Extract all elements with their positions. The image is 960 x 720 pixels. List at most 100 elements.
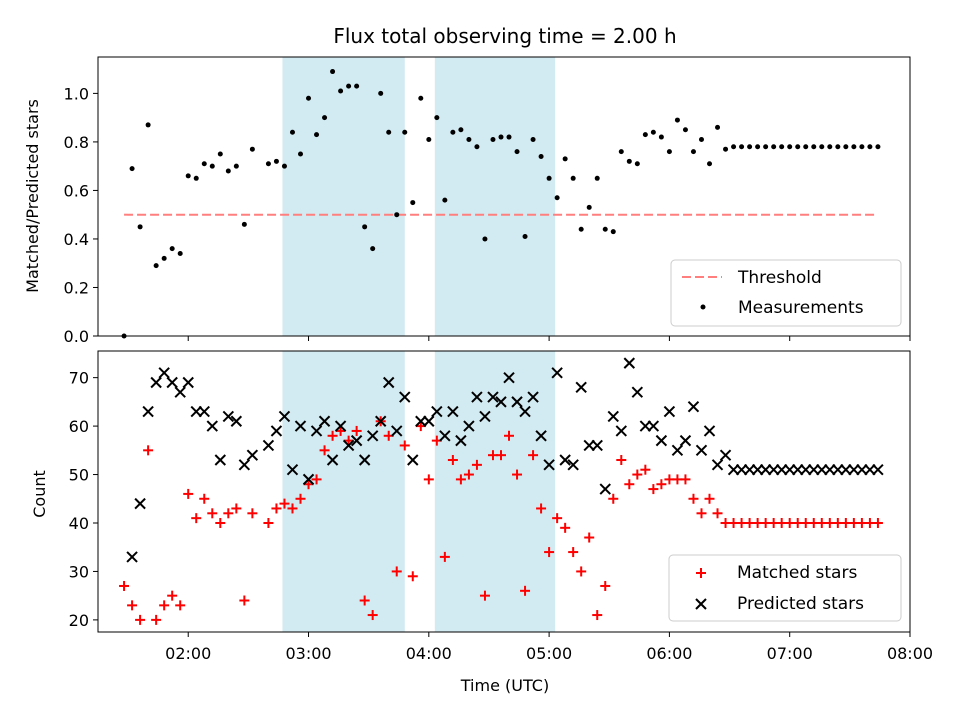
measurement-point xyxy=(667,149,672,154)
predicted-star-point xyxy=(199,407,209,417)
measurement-point xyxy=(867,144,872,149)
measurement-point xyxy=(843,144,848,149)
measurement-point xyxy=(515,149,520,154)
measurement-point xyxy=(402,130,407,135)
predicted-star-point xyxy=(688,402,698,412)
measurement-point xyxy=(290,130,295,135)
measurement-point xyxy=(234,164,239,169)
bottom-x-tick-label: 02:00 xyxy=(165,644,211,663)
measurement-point xyxy=(154,263,159,268)
measurement-point xyxy=(474,144,479,149)
measurement-point xyxy=(418,96,423,101)
matched-star-point xyxy=(143,445,153,455)
measurement-point xyxy=(859,144,864,149)
measurement-point xyxy=(354,84,359,89)
predicted-star-point xyxy=(167,377,177,387)
predicted-star-point xyxy=(873,465,883,475)
measurement-point xyxy=(715,125,720,130)
measurement-point xyxy=(659,135,664,140)
top-y-axis-label: Matched/Predicted stars xyxy=(23,99,42,293)
bottom-y-tick-label: 20 xyxy=(69,611,89,630)
measurement-point xyxy=(635,161,640,166)
measurement-point xyxy=(739,144,744,149)
bottom-y-tick-label: 40 xyxy=(69,514,89,533)
measurement-point xyxy=(410,200,415,205)
measurement-point xyxy=(306,96,311,101)
measurement-point xyxy=(490,137,495,142)
legend-matched-label: Matched stars xyxy=(737,563,857,583)
measurement-point xyxy=(819,144,824,149)
top-y-tick-label: 1.0 xyxy=(64,84,89,103)
predicted-star-point xyxy=(127,552,137,562)
matched-star-point xyxy=(560,523,570,533)
matched-star-point xyxy=(183,489,193,499)
bottom-shaded-spans xyxy=(282,351,555,632)
figure: 0.00.20.40.60.81.0 Flux total observing … xyxy=(0,0,960,720)
top-chart-title: Flux total observing time = 2.00 h xyxy=(333,24,676,48)
measurement-point xyxy=(202,161,207,166)
measurement-point xyxy=(450,130,455,135)
bottom-x-ticks: 02:00 03:00 04:00 05:00 06:00 07:00 08:00 xyxy=(165,632,933,663)
bottom-legend: Matched stars Predicted stars xyxy=(669,555,901,621)
measurement-point xyxy=(170,246,175,251)
measurement-point xyxy=(274,159,279,164)
matched-star-point xyxy=(271,503,281,513)
measurement-point xyxy=(194,176,199,181)
top-legend: Threshold Measurements xyxy=(671,260,901,326)
measurement-point xyxy=(539,154,544,159)
predicted-star-point xyxy=(656,436,666,446)
measurement-point xyxy=(627,159,632,164)
measurement-point xyxy=(571,176,576,181)
measurement-point xyxy=(250,147,255,152)
measurement-point xyxy=(146,122,151,127)
matched-star-point xyxy=(199,494,209,504)
measurement-point xyxy=(362,224,367,229)
measurement-point xyxy=(651,130,656,135)
measurement-point xyxy=(338,88,343,93)
measurement-point xyxy=(314,132,319,137)
measurement-point xyxy=(458,127,463,132)
top-y-ticks: 0.00.20.40.60.81.0 xyxy=(64,84,98,346)
measurement-point xyxy=(138,224,143,229)
matched-star-point xyxy=(239,596,249,606)
predicted-star-point xyxy=(648,421,658,431)
matched-star-point xyxy=(151,615,161,625)
matched-star-point xyxy=(696,508,706,518)
matched-star-point xyxy=(608,494,618,504)
measurement-point xyxy=(747,144,752,149)
legend-measurements-swatch xyxy=(701,305,706,310)
predicted-star-point xyxy=(632,387,642,397)
matched-star-point xyxy=(175,600,185,610)
predicted-star-point xyxy=(713,460,723,470)
bottom-x-axis-label: Time (UTC) xyxy=(460,676,549,695)
measurement-point xyxy=(875,144,880,149)
measurement-point xyxy=(434,115,439,120)
measurement-point xyxy=(851,144,856,149)
measurement-point xyxy=(763,144,768,149)
measurement-point xyxy=(130,166,135,171)
measurement-point xyxy=(787,144,792,149)
predicted-star-point xyxy=(183,377,193,387)
measurement-point xyxy=(466,137,471,142)
predicted-star-point xyxy=(175,387,185,397)
predicted-star-point xyxy=(207,421,217,431)
measurement-point xyxy=(386,130,391,135)
bottom-x-tick-label: 03:00 xyxy=(285,644,331,663)
matched-star-point xyxy=(119,581,129,591)
top-y-tick-label: 0.8 xyxy=(64,133,89,152)
measurement-point xyxy=(523,234,528,239)
predicted-star-point xyxy=(576,382,586,392)
measurement-point xyxy=(547,176,552,181)
predicted-star-point xyxy=(215,455,225,465)
measurement-point xyxy=(531,137,536,142)
predicted-star-point xyxy=(672,445,682,455)
measurement-point xyxy=(619,149,624,154)
matched-star-point xyxy=(584,533,594,543)
predicted-star-point xyxy=(263,440,273,450)
measurement-point xyxy=(378,91,383,96)
predicted-star-point xyxy=(239,460,249,470)
matched-star-point xyxy=(576,566,586,576)
top-x-ticks xyxy=(188,336,910,341)
predicted-star-point xyxy=(696,445,706,455)
matched-star-point xyxy=(231,503,241,513)
